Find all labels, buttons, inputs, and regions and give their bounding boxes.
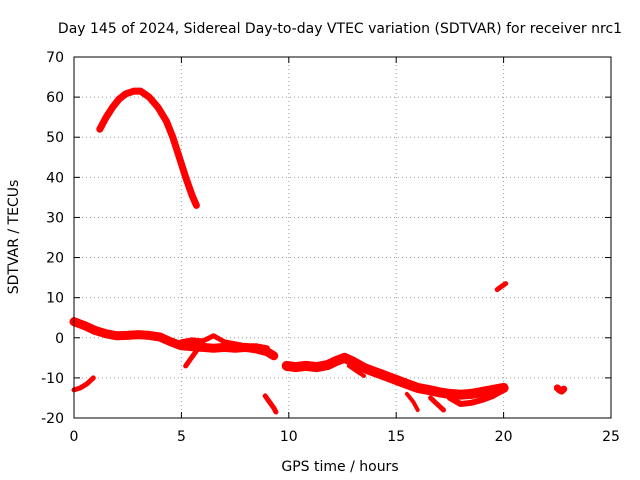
x-tick-label: 15 (387, 429, 405, 445)
x-tick-label: 0 (70, 429, 79, 445)
y-tick-label: 0 (55, 331, 64, 347)
plot-frame (73, 56, 612, 419)
axis-ticks: 0 5 10 15 20 25 -20 -10 0 10 20 30 40 50 60 70 (41, 50, 620, 445)
plot-series (69, 87, 568, 415)
y-tick-label: -10 (41, 371, 64, 387)
series-arc-late-drop-2 (404, 391, 420, 412)
y-tick-label: 20 (46, 251, 64, 267)
x-tick-label: 5 (177, 429, 186, 445)
y-tick-label: 40 (46, 170, 64, 186)
series-arc-late-drop (346, 363, 366, 378)
grid (74, 57, 611, 418)
x-tick-label: 25 (602, 429, 620, 445)
x-tick-label: 20 (495, 429, 513, 445)
y-tick-label: 70 (46, 50, 64, 66)
y-tick-label: 50 (46, 130, 64, 146)
series-arc-upper-branch (178, 333, 270, 351)
series-arc-small-up (494, 281, 509, 293)
y-tick-label: -20 (41, 411, 64, 427)
series-arc-start (71, 375, 96, 393)
y-tick-label: 60 (46, 90, 64, 106)
series-arc-evening (281, 352, 509, 400)
y-tick-label: 10 (46, 291, 64, 307)
series-arc-late-drop-3 (428, 395, 446, 413)
series-arc-main (69, 317, 279, 361)
y-tick-label: 30 (46, 210, 64, 226)
series-arc-high (96, 87, 200, 209)
chart-title: Day 145 of 2024, Sidereal Day-to-day VTE… (58, 21, 622, 37)
y-axis-label: SDTVAR / TECUs (6, 180, 22, 295)
series-arc-dip (183, 345, 202, 369)
series-arc-descending (262, 393, 279, 415)
x-axis-label: GPS time / hours (281, 459, 398, 475)
x-tick-label: 10 (280, 429, 298, 445)
series-arc-small-end (553, 384, 568, 395)
series-arc-lower-band (446, 386, 507, 407)
